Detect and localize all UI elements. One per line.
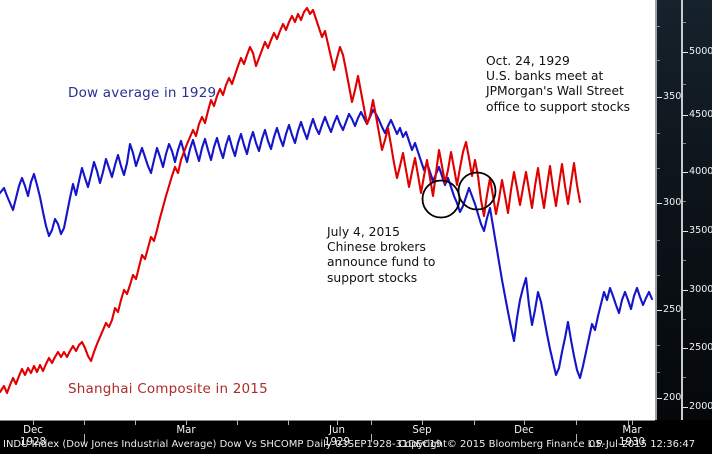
inner-axis-minor-tick xyxy=(657,345,660,346)
inner-axis-tick xyxy=(657,97,662,98)
chart-canvas xyxy=(0,6,654,395)
outer-axis-tick-label: 3000 xyxy=(689,284,712,295)
x-axis-minor-tick xyxy=(576,420,577,425)
inner-axis-minor-tick xyxy=(657,60,660,61)
outer-axis-tick xyxy=(683,52,688,53)
outer-axis-minor-tick xyxy=(683,377,686,378)
outer-axis-tick xyxy=(683,290,688,291)
inner-axis-minor-tick xyxy=(657,26,660,27)
series-line-shanghai xyxy=(0,6,582,395)
inner-axis-tick-label: 250 xyxy=(663,304,682,315)
annotation-july-line-4: support stocks xyxy=(327,270,418,285)
outer-axis-tick xyxy=(683,348,688,349)
x-axis-minor-tick xyxy=(474,420,475,425)
x-axis-month-label: Dec xyxy=(23,425,43,436)
outer-axis-tick-label: 5000 xyxy=(689,46,712,57)
inner-axis-tick xyxy=(657,310,662,311)
x-axis-minor-tick xyxy=(371,420,372,425)
x-axis-minor-tick xyxy=(84,420,85,425)
annotation-july-line-2: Chinese brokers xyxy=(327,240,426,255)
inner-axis-minor-tick xyxy=(657,133,660,134)
footer-copyright: Copyright© 2015 Bloomberg Finance L.P. xyxy=(398,439,605,450)
right-axis-panel: 350 300 250 200 5000 4500 4000 3500 3000 2500 200… xyxy=(655,0,712,420)
x-axis-year-divider-tick xyxy=(576,434,577,442)
x-axis-month-label: Mar xyxy=(622,425,642,436)
inner-axis-tick xyxy=(657,398,662,399)
outer-axis-tick-label: 3500 xyxy=(689,225,712,236)
outer-axis-tick-label: 2000 xyxy=(689,401,712,412)
annotation-oct-line-4: office to support stocks xyxy=(486,99,631,114)
x-axis-tick xyxy=(524,420,525,425)
outer-axis-tick-label: 4000 xyxy=(689,166,712,177)
annotation-oct-1929: Oct. 24, 1929 U.S. banks meet at JPMorga… xyxy=(486,54,630,115)
outer-axis-minor-tick xyxy=(683,22,686,23)
x-axis-tick xyxy=(632,420,633,425)
outer-axis-minor-tick xyxy=(683,260,686,261)
x-axis-minor-tick xyxy=(628,420,629,425)
outer-axis-minor-tick xyxy=(683,84,686,85)
x-axis-year-divider-tick xyxy=(84,434,85,442)
inner-axis-minor-tick xyxy=(657,168,660,169)
series-line-dow xyxy=(0,108,654,380)
inner-axis-minor-tick xyxy=(657,240,660,241)
inner-axis-spine xyxy=(655,0,657,420)
x-axis-month-label: Mar xyxy=(176,425,196,436)
footer-timestamp: 05-Jul-2015 12:36:47 xyxy=(589,439,696,450)
outer-axis-tick-label: 4500 xyxy=(689,109,712,120)
x-axis-minor-tick xyxy=(135,420,136,425)
x-axis-month-label: Dec xyxy=(514,425,534,436)
outer-axis-tick xyxy=(683,115,688,116)
x-axis-year-label: 1929 xyxy=(324,437,350,448)
outer-axis-minor-tick xyxy=(683,143,686,144)
x-axis-year-label: 1928 xyxy=(20,437,46,448)
outer-axis-minor-tick xyxy=(683,319,686,320)
inner-axis-tick-label: 350 xyxy=(663,91,682,102)
outer-axis-tick xyxy=(683,172,688,173)
outer-axis-minor-tick xyxy=(683,201,686,202)
annotation-oct-line-2: U.S. banks meet at xyxy=(486,69,604,84)
inner-axis-tick-label: 300 xyxy=(663,197,682,208)
x-axis-tick xyxy=(422,420,423,425)
annotation-july-line-1: July 4, 2015 xyxy=(327,225,400,239)
annotation-july-line-3: announce fund to xyxy=(327,255,436,270)
x-axis-minor-tick xyxy=(237,420,238,425)
x-axis-rule xyxy=(0,420,655,421)
footer-security-description: INDU Index (Dow Jones Industrial Average… xyxy=(3,439,442,450)
series-label-shanghai: Shanghai Composite in 2015 xyxy=(68,381,268,397)
annotation-circle-shanghai xyxy=(421,179,461,219)
x-axis-year-divider-tick xyxy=(371,434,372,442)
annotation-oct-line-1: Oct. 24, 1929 xyxy=(486,54,570,68)
footer-bar: INDU Index (Dow Jones Industrial Average… xyxy=(0,438,712,454)
outer-axis-tick xyxy=(683,407,688,408)
outer-axis-spine xyxy=(681,0,683,420)
x-axis-minor-tick xyxy=(288,420,289,425)
inner-axis-minor-tick xyxy=(657,372,660,373)
inner-axis-minor-tick xyxy=(657,275,660,276)
x-axis-month-label: Jun xyxy=(329,425,345,436)
outer-axis-tick-label: 2500 xyxy=(689,342,712,353)
inner-axis-tick xyxy=(657,203,662,204)
inner-axis-tick-label: 200 xyxy=(663,392,682,403)
annotation-circle-dow xyxy=(457,171,497,211)
annotation-oct-line-3: JPMorgan's Wall Street xyxy=(486,84,624,99)
series-label-dow: Dow average in 1929 xyxy=(68,85,217,101)
plot-area: Dow average in 1929 Shanghai Composite i… xyxy=(0,0,655,420)
x-axis-tick xyxy=(33,420,34,425)
outer-axis-tick xyxy=(683,231,688,232)
x-axis-tick xyxy=(337,420,338,425)
x-axis-tick xyxy=(186,420,187,425)
x-axis-year-label: 1930 xyxy=(619,437,645,448)
x-axis-month-label: Sep xyxy=(412,425,432,436)
x-axis-band: Dec 1928 Mar Jun 1929 Sep Dec Mar 1930 xyxy=(0,420,712,454)
annotation-july-2015: July 4, 2015 Chinese brokers announce fu… xyxy=(327,225,435,286)
